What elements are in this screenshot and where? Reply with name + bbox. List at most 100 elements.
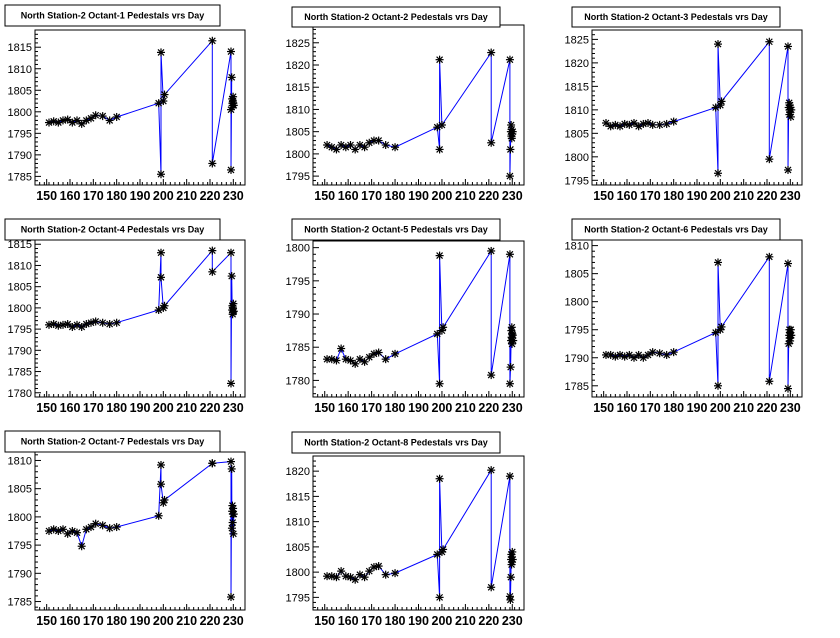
data-point-marker: [634, 350, 643, 359]
data-point-marker: [91, 317, 100, 326]
data-point-marker: [669, 117, 678, 126]
data-point-marker: [63, 115, 72, 124]
chart-panel-3: 1795 1800 1805 1810 1815 1820 1825 150 160 170 180…: [565, 6, 803, 203]
data-point-marker: [435, 251, 444, 260]
data-point-marker: [714, 40, 722, 49]
x-tick-label: 150: [314, 189, 335, 203]
y-tick-label: 1785: [286, 342, 310, 354]
chart-title-box: [291, 431, 501, 454]
x-tick-label: 230: [780, 401, 801, 415]
x-tick-label: 180: [663, 401, 684, 415]
data-point-marker: [717, 97, 726, 106]
data-point-marker: [381, 355, 390, 364]
y-tick-label: 1805: [8, 85, 32, 97]
x-tick-label: 200: [710, 189, 731, 203]
x-tick-label: 150: [36, 401, 57, 415]
data-point-marker: [227, 272, 236, 281]
data-point-marker: [77, 322, 86, 331]
x-tick-label: 190: [408, 189, 429, 203]
chart-title-box: [571, 218, 781, 241]
x-tick-label: 200: [432, 614, 453, 628]
data-point-marker: [229, 101, 238, 110]
y-tick-label: 1815: [8, 42, 32, 54]
x-tick-label: 150: [593, 401, 614, 415]
data-point-marker: [662, 350, 671, 359]
x-tick-label: 160: [338, 614, 359, 628]
data-point-marker: [374, 348, 383, 357]
y-tick-label: 1810: [286, 104, 310, 116]
x-tick-label: 200: [153, 614, 174, 628]
data-point-marker: [154, 511, 163, 520]
y-tick-label: 1815: [286, 82, 310, 94]
data-point-marker: [77, 542, 86, 551]
plot-frame: [591, 29, 803, 186]
x-tick-label: 180: [106, 189, 127, 203]
data-point-marker: [49, 320, 58, 329]
x-tick-label: 200: [710, 401, 731, 415]
y-tick-label: 1800: [8, 512, 32, 524]
data-point-marker: [332, 356, 341, 365]
data-point-marker: [227, 593, 235, 602]
y-tick-label: 1800: [565, 152, 589, 164]
chart-title-box: [291, 6, 501, 28]
y-tick-label: 1795: [565, 325, 589, 337]
data-point-marker: [112, 523, 121, 532]
y-tick-label: 1820: [286, 466, 310, 478]
data-point-marker: [506, 573, 515, 582]
data-point-marker: [208, 459, 217, 468]
x-tick-label: 220: [757, 189, 778, 203]
y-tick-label: 1795: [8, 324, 32, 336]
data-point-marker: [391, 143, 400, 152]
x-tick-label: 200: [153, 401, 174, 415]
x-tick-label: 210: [455, 401, 476, 415]
x-tick-label: 180: [663, 189, 684, 203]
x-tick-label: 150: [314, 614, 335, 628]
data-point-marker: [487, 48, 496, 57]
data-point-marker: [157, 460, 165, 469]
data-point-marker: [105, 320, 114, 329]
chart-title: North Station-2 Octant-1 Pedestals vrs D…: [21, 11, 205, 21]
chart-title: North Station-2 Octant-4 Pedestals vrs D…: [21, 225, 205, 235]
y-tick-label: 1810: [8, 260, 32, 272]
y-tick-label: 1785: [8, 597, 32, 609]
data-point-marker: [439, 323, 448, 332]
data-point-marker: [381, 141, 390, 149]
x-tick-label: 170: [83, 614, 104, 628]
x-tick-label: 150: [36, 614, 57, 628]
chart-title-box: [4, 218, 221, 241]
x-tick-label: 170: [361, 401, 382, 415]
x-tick-label: 190: [130, 614, 151, 628]
data-point-marker: [227, 524, 236, 533]
data-point-marker: [45, 320, 53, 329]
data-point-marker: [786, 112, 795, 121]
chart-title: North Station-2 Octant-7 Pedestals vrs D…: [21, 437, 205, 447]
chart-title: North Station-2 Octant-5 Pedestals vrs D…: [304, 225, 488, 235]
data-point-marker: [435, 474, 444, 483]
x-tick-label: 160: [60, 401, 81, 415]
chart-panel-2: 1795 1800 1805 1810 1815 1820 1825 150 160 170 180…: [286, 6, 525, 203]
data-point-marker: [487, 371, 496, 380]
y-tick-label: 1800: [286, 243, 310, 255]
data-point-marker: [77, 119, 86, 128]
y-tick-label: 1805: [8, 282, 32, 294]
data-point-marker: [435, 379, 444, 388]
data-point-marker: [433, 329, 442, 338]
data-point-marker: [229, 510, 238, 519]
y-tick-label: 1800: [286, 567, 310, 579]
x-tick-label: 170: [83, 401, 104, 415]
data-point-marker: [505, 472, 514, 481]
data-point-marker: [98, 318, 107, 327]
data-point-marker: [506, 363, 515, 372]
y-tick-label: 1790: [8, 150, 32, 162]
data-point-marker: [208, 267, 217, 276]
data-point-marker: [506, 145, 515, 154]
data-point-marker: [655, 120, 664, 129]
data-point-marker: [435, 145, 444, 154]
data-point-marker: [439, 545, 448, 554]
data-point-marker: [208, 36, 217, 45]
data-point-marker: [714, 258, 722, 267]
x-tick-label: 210: [176, 401, 197, 415]
chart-title-box: [4, 4, 221, 27]
data-point-marker: [784, 384, 792, 393]
